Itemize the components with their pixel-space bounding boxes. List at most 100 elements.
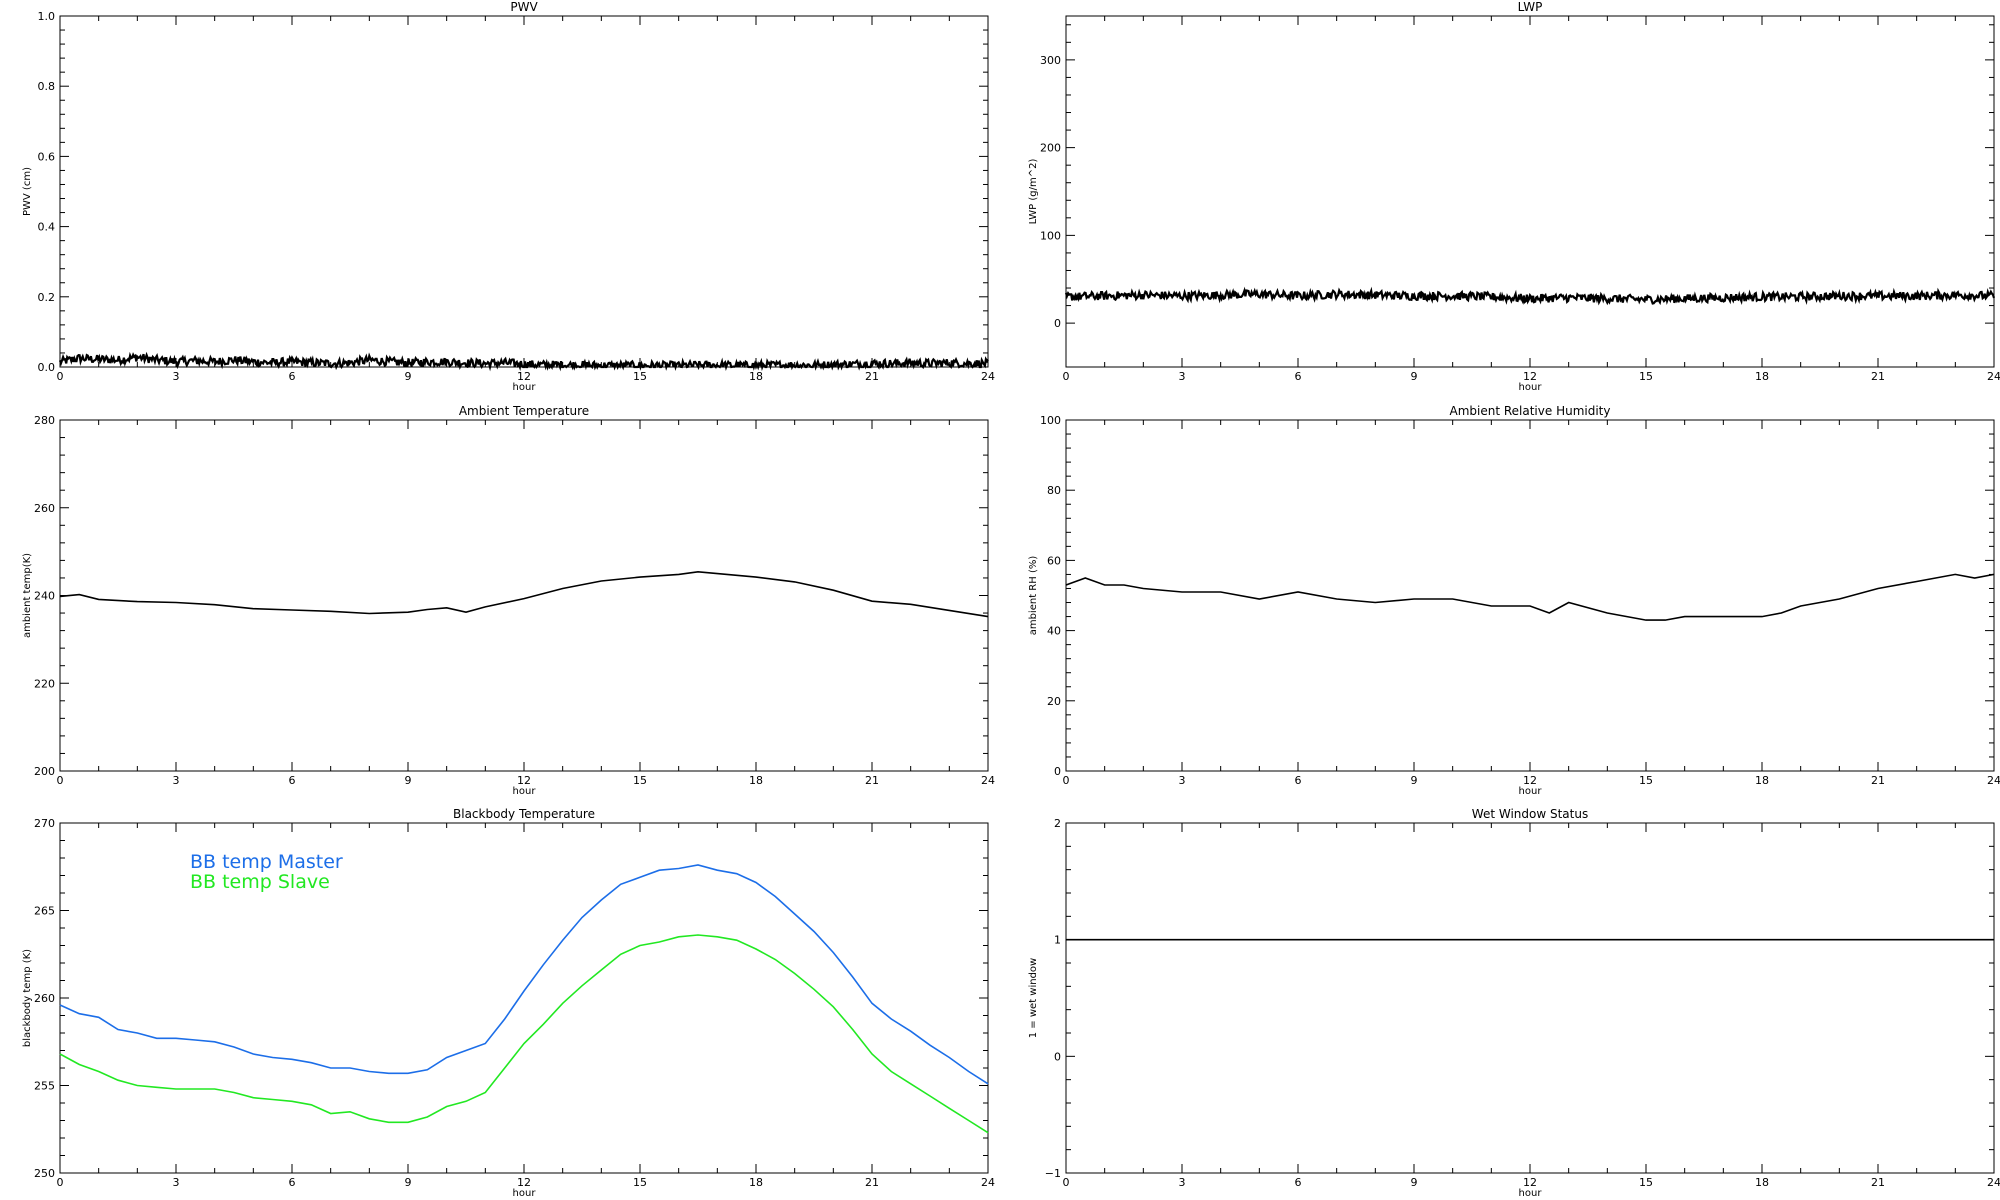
x-tick-label: 18 (1755, 1176, 1769, 1189)
chart-title: LWP (1518, 0, 1543, 14)
x-tick-label: 12 (1523, 370, 1537, 383)
x-tick-label: 24 (981, 774, 995, 787)
x-tick-label: 6 (289, 1176, 296, 1189)
series-line (1064, 286, 1996, 306)
x-tick-label: 9 (1411, 370, 1418, 383)
x-tick-label: 12 (1523, 1176, 1537, 1189)
y-tick-label: 265 (34, 905, 55, 918)
plot-frame (59, 15, 989, 368)
chart-panel-2: LWP 0 3 6 9 12 15 18 21 24 hour 0 100 200 300 LWP (g/m^… (1028, 0, 2000, 393)
x-tick-label: 6 (1295, 774, 1302, 787)
y-tick-label: 20 (1047, 695, 1061, 708)
y-axis-label: PWV (cm) (22, 167, 33, 216)
y-axis-label: ambient temp(K) (22, 553, 33, 638)
x-tick-label: 15 (633, 774, 647, 787)
x-tick-label: 15 (1639, 774, 1653, 787)
series-line-1 (59, 864, 989, 1085)
chart-title: Ambient Temperature (459, 404, 589, 418)
x-tick-label: 9 (405, 774, 412, 787)
y-tick-label: 0 (1054, 765, 1061, 778)
y-tick-label: 0.8 (38, 80, 56, 93)
y-tick-label: 100 (1040, 414, 1061, 427)
y-tick-label: 260 (34, 502, 55, 515)
x-tick-label: 12 (517, 370, 531, 383)
y-tick-label: 0 (1054, 1050, 1061, 1063)
y-tick-label: 260 (34, 992, 55, 1005)
series-line-1 (1065, 573, 1995, 621)
y-tick-label: 2 (1054, 817, 1061, 830)
y-tick-label: 1.0 (38, 10, 56, 23)
y-tick-label: 0.0 (38, 361, 56, 374)
chart-title: Wet Window Status (1472, 807, 1588, 821)
x-tick-label: 6 (289, 370, 296, 383)
x-tick-label: 0 (1063, 370, 1070, 383)
x-tick-label: 21 (865, 774, 879, 787)
y-tick-label: 280 (34, 414, 55, 427)
x-tick-label: 3 (1179, 774, 1186, 787)
x-tick-label: 18 (1755, 774, 1769, 787)
x-axis-label: hour (513, 786, 537, 797)
x-tick-label: 21 (1871, 1176, 1885, 1189)
y-tick-label: 250 (34, 1167, 55, 1180)
x-tick-label: 3 (173, 774, 180, 787)
y-tick-label: 1 (1054, 934, 1061, 947)
x-tick-label: 0 (57, 1176, 64, 1189)
y-tick-label: 270 (34, 817, 55, 830)
x-tick-label: 9 (405, 1176, 412, 1189)
y-axis-label: ambient RH (%) (1028, 556, 1039, 636)
x-tick-label: 24 (981, 370, 995, 383)
x-tick-label: 0 (1063, 1176, 1070, 1189)
x-tick-label: 21 (1871, 370, 1885, 383)
x-tick-label: 15 (1639, 1176, 1653, 1189)
x-tick-label: 18 (749, 1176, 763, 1189)
y-tick-label: 100 (1040, 229, 1061, 242)
chart-panel-5: Blackbody Temperature 0 3 6 9 12 15 18 21 24 hour 2… (22, 807, 995, 1199)
x-axis-label: hour (1519, 382, 1543, 393)
y-tick-label: 300 (1040, 54, 1061, 67)
x-tick-label: 9 (1411, 774, 1418, 787)
x-tick-label: 0 (1063, 774, 1070, 787)
x-tick-label: 6 (1295, 1176, 1302, 1189)
x-axis-label: hour (1519, 786, 1543, 797)
x-tick-label: 21 (865, 370, 879, 383)
x-tick-label: 12 (1523, 774, 1537, 787)
y-tick-label: 240 (34, 590, 55, 603)
x-axis-label: hour (1519, 1188, 1543, 1199)
y-tick-label: 200 (1040, 142, 1061, 155)
y-tick-label: 220 (34, 677, 55, 690)
y-tick-label: 0.2 (38, 291, 56, 304)
chart-title: Blackbody Temperature (453, 807, 595, 821)
y-tick-label: 80 (1047, 484, 1061, 497)
chart-title: Ambient Relative Humidity (1450, 404, 1611, 418)
legend-entry-2: BB temp Slave (190, 871, 330, 893)
chart-panel-4: Ambient Relative Humidity 0 3 6 9 12 15 18 21 24 h… (1028, 404, 2000, 797)
chart-title: PWV (510, 0, 538, 14)
x-tick-label: 3 (173, 1176, 180, 1189)
chart-panel-3: Ambient Temperature 0 3 6 9 12 15 18 21 24 hour 200… (22, 404, 995, 797)
plot-frame (59, 419, 989, 772)
x-tick-label: 3 (1179, 370, 1186, 383)
y-tick-label: 40 (1047, 625, 1061, 638)
y-axis-label: blackbody temp (K) (22, 949, 33, 1047)
x-tick-label: 24 (981, 1176, 995, 1189)
plot-frame (1065, 15, 1995, 368)
x-tick-label: 3 (1179, 1176, 1186, 1189)
x-tick-label: 18 (749, 370, 763, 383)
x-tick-label: 3 (173, 370, 180, 383)
x-tick-label: 6 (1295, 370, 1302, 383)
x-tick-label: 15 (633, 1176, 647, 1189)
x-tick-label: 15 (633, 370, 647, 383)
x-tick-label: 18 (1755, 370, 1769, 383)
series-line-2 (59, 934, 989, 1134)
y-tick-label: 0.6 (38, 150, 56, 163)
y-tick-label: 0 (1054, 317, 1061, 330)
y-tick-label: 60 (1047, 554, 1061, 567)
plot-frame (1065, 822, 1995, 1174)
x-axis-label: hour (513, 382, 537, 393)
x-tick-label: 24 (1987, 370, 2000, 383)
y-tick-label: −1 (1045, 1167, 1061, 1180)
x-tick-label: 6 (289, 774, 296, 787)
y-axis-label: LWP (g/m^2) (1028, 159, 1039, 225)
